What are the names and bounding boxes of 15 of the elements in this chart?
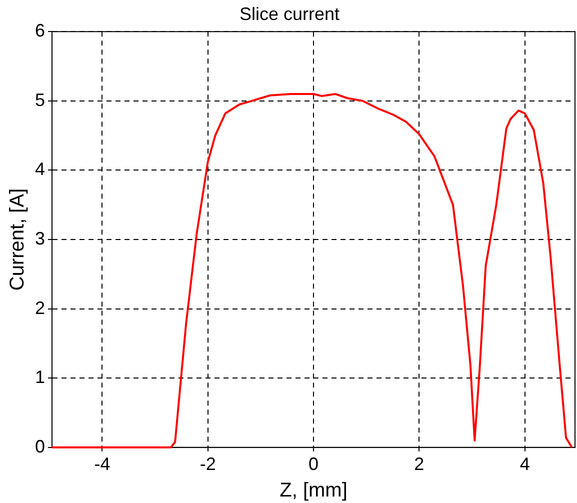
y-tick-label: 5 [34, 90, 46, 110]
y-axis-title: Current, [A] [6, 188, 29, 291]
y-tick-label: 6 [34, 20, 46, 41]
x-tick-label: 4 [520, 454, 530, 474]
x-tick-label: -2 [200, 454, 216, 474]
chart-title: Slice current [239, 4, 340, 24]
y-tick-label: 4 [34, 159, 46, 180]
y-tick-label: 2 [34, 298, 46, 318]
x-tick-label: 0 [308, 454, 319, 474]
y-tick-label: 1 [34, 367, 46, 388]
x-axis-title: Z, [mm] [280, 480, 348, 502]
x-tick-label: 2 [414, 454, 424, 474]
y-tick-label: 3 [34, 228, 46, 248]
y-tick-label: 0 [34, 436, 46, 456]
x-tick-label: -4 [94, 454, 110, 474]
